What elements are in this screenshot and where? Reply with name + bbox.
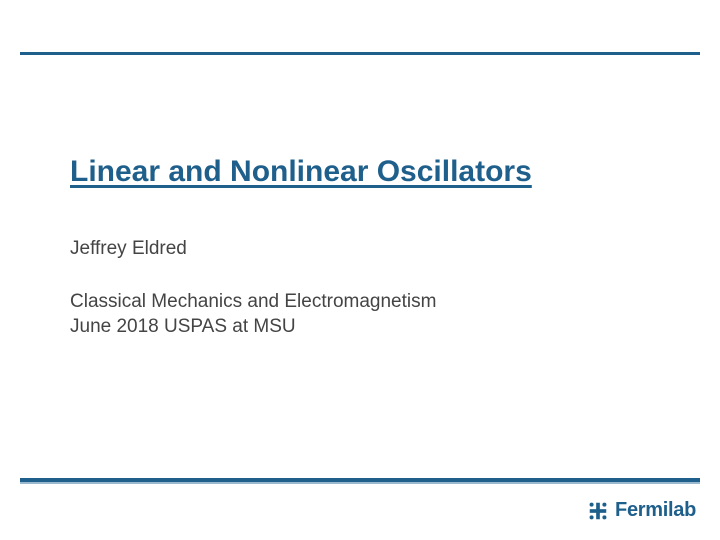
fermilab-logo-text: Fermilab (615, 499, 696, 522)
page-title: Linear and Nonlinear Oscillators (70, 155, 532, 189)
subtitle-line-2: June 2018 USPAS at MSU (70, 315, 436, 340)
fermilab-mark-icon (587, 500, 609, 522)
fermilab-logo: Fermilab (587, 499, 696, 522)
top-rule (20, 52, 700, 55)
author-name: Jeffrey Eldred (70, 238, 187, 260)
subtitle-block: Classical Mechanics and Electromagnetism… (70, 290, 436, 339)
bottom-rule (20, 478, 700, 484)
subtitle-line-1: Classical Mechanics and Electromagnetism (70, 290, 436, 315)
